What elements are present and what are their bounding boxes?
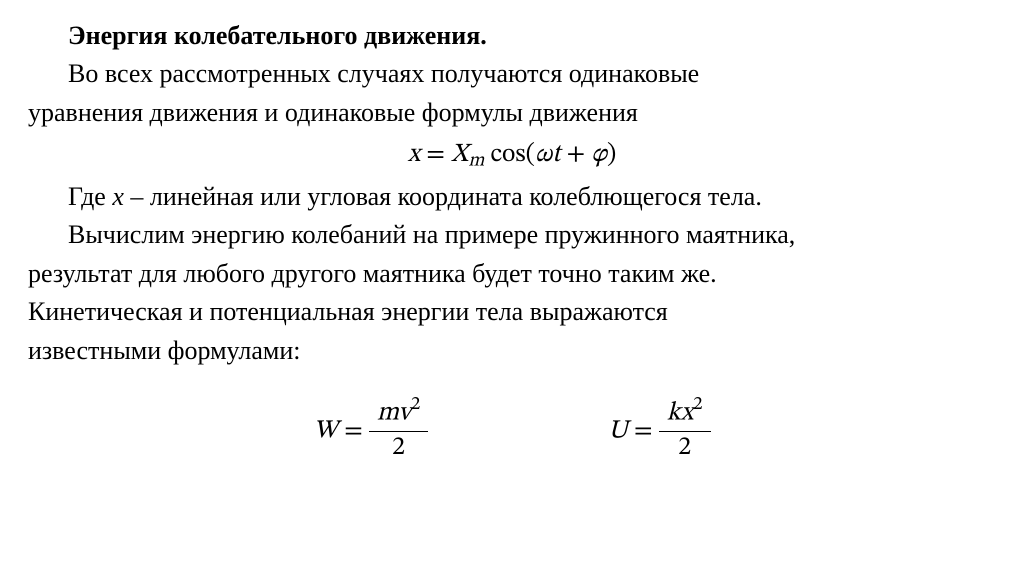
para2-text-a: Где: [68, 182, 112, 211]
paragraph-3-line-4: известными формулами:: [28, 333, 996, 369]
eq-phi: φ: [591, 142, 607, 168]
eq-W-lhs: W: [313, 419, 338, 445]
eq-W-num-m: m: [377, 400, 399, 426]
eq-paren-close: ): [607, 142, 616, 168]
eq-plus: +: [560, 142, 591, 168]
section-heading: Энергия колебательного движения.: [28, 18, 996, 54]
equation-kinetic: W = mv2 2: [313, 397, 428, 466]
eq-W-denominator: 2: [369, 432, 428, 464]
paragraph-3-line-1: Вычислим энергию колебаний на примере пр…: [28, 217, 996, 253]
eq-W-numerator: mv2: [369, 395, 428, 432]
eq-equals: =: [420, 142, 451, 168]
equation-potential: U = kx2 2: [608, 397, 710, 466]
equation-displacement-body: x = Xm cos(ωt + φ): [408, 142, 617, 168]
document-page: Энергия колебательного движения. Во всех…: [0, 0, 1024, 466]
eq-var-Xm-sub: m: [468, 153, 484, 171]
paragraph-1-line-1: Во всех рассмотренных случаях получаются…: [28, 56, 996, 92]
eq-U-num-exp: 2: [693, 396, 702, 414]
eq-paren-open: (: [526, 142, 535, 168]
eq-U-equals: =: [628, 419, 659, 445]
paragraph-2: Где x – линейная или угловая координата …: [28, 179, 996, 215]
eq-U-lhs: U: [608, 419, 628, 445]
eq-var-Xm-X: X: [451, 142, 468, 168]
eq-W-num-exp: 2: [411, 396, 420, 414]
eq-W-num-v: v: [398, 400, 411, 426]
eq-W-equals: =: [338, 419, 369, 445]
eq-U-numerator: kx2: [659, 395, 711, 432]
eq-U-denominator: 2: [659, 432, 711, 464]
eq-U-num-x: x: [681, 400, 693, 426]
para2-text-b: – линейная или угловая координата колебл…: [124, 182, 762, 211]
eq-U-fraction: kx2 2: [659, 395, 711, 464]
paragraph-3-line-3: Кинетическая и потенциальная энергии тел…: [28, 294, 996, 330]
eq-omega: ω: [535, 142, 552, 168]
equation-row-energies: W = mv2 2 U = kx2 2: [28, 397, 996, 466]
eq-cos: cos: [484, 142, 525, 168]
eq-var-x: x: [408, 142, 420, 168]
paragraph-3-line-2: результат для любого другого маятника бу…: [28, 256, 996, 292]
eq-W-fraction: mv2 2: [369, 395, 428, 464]
equation-displacement: x = Xm cos(ωt + φ): [28, 135, 996, 175]
para2-var-x: x: [112, 182, 124, 211]
paragraph-1-line-2: уравнения движения и одинаковые формулы …: [28, 95, 996, 131]
eq-U-num-k: k: [667, 400, 681, 426]
